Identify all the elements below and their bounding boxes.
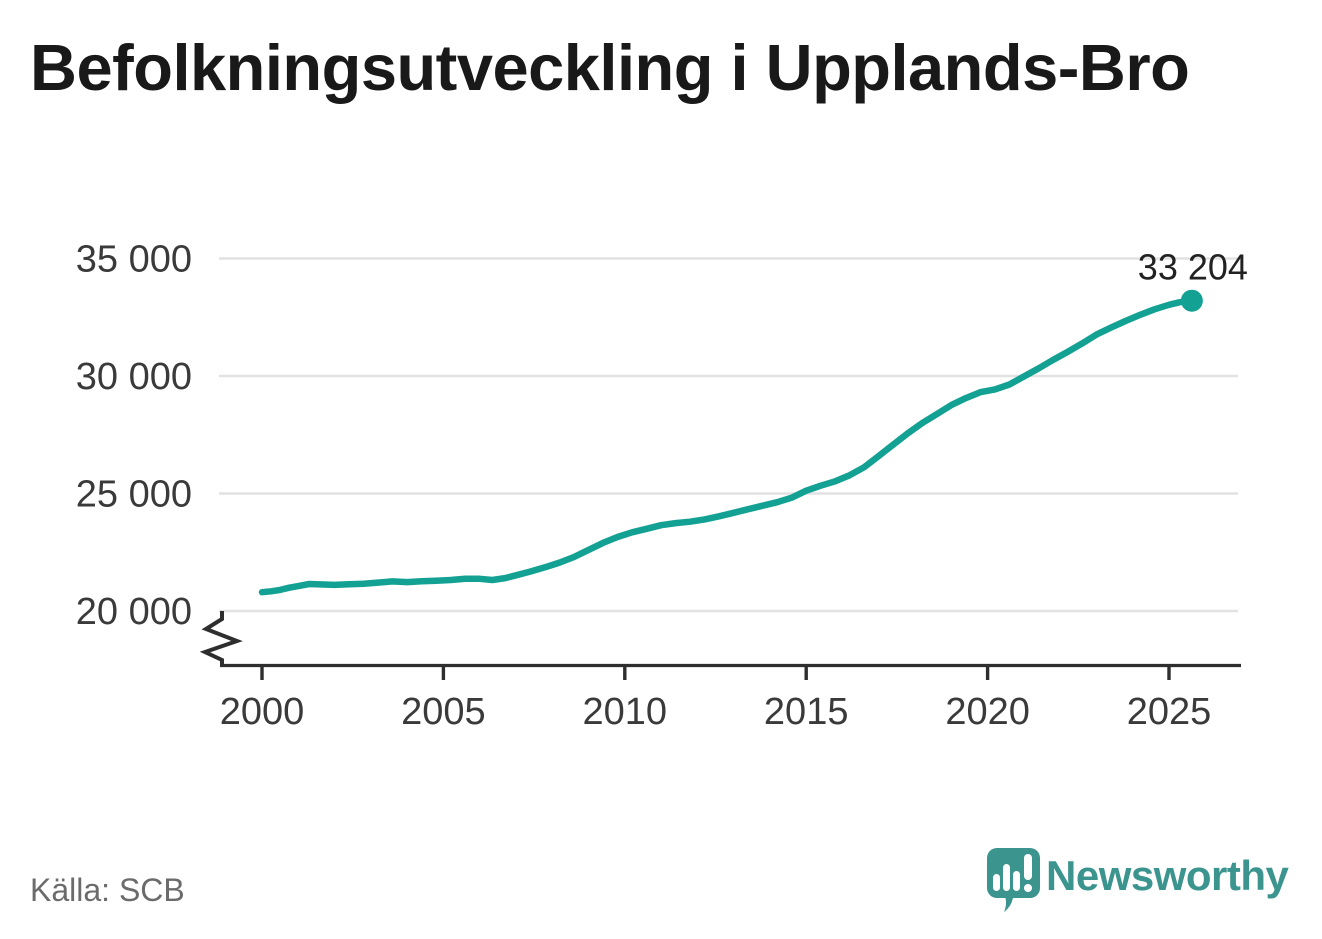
x-axis-label: 2005 xyxy=(401,691,486,733)
y-axis-label: 25 000 xyxy=(76,474,192,516)
exclamation-dot xyxy=(1024,884,1032,892)
x-axis-label: 2000 xyxy=(220,691,305,733)
y-axis-labels: 20 000 25 000 30 000 35 000 xyxy=(76,239,192,634)
x-axis-label: 2025 xyxy=(1127,691,1212,733)
exclamation-glyph xyxy=(1024,854,1032,892)
y-axis-break-icon xyxy=(199,611,243,665)
axis-layer xyxy=(199,611,1241,680)
x-axis-label: 2010 xyxy=(583,691,668,733)
y-axis-label: 35 000 xyxy=(76,239,192,281)
newsworthy-logo-icon xyxy=(987,848,1040,912)
newsworthy-logo: Newsworthy xyxy=(984,845,1304,925)
bar-2 xyxy=(1003,864,1010,891)
latest-value-label: 33 204 xyxy=(1138,247,1248,288)
latest-point-marker xyxy=(1180,289,1203,312)
y-axis-label: 20 000 xyxy=(76,591,192,633)
gridlines-layer xyxy=(219,257,1238,613)
bar-1 xyxy=(993,874,1000,891)
x-axis-labels: 2000 2005 2010 2015 2020 2025 xyxy=(220,691,1212,733)
chart-title: Befolkningsutveckling i Upplands-Bro xyxy=(30,31,1190,104)
x-axis-label: 2015 xyxy=(764,691,849,733)
series-layer: 33 204 xyxy=(258,247,1248,596)
population-line xyxy=(258,297,1196,596)
bar-3 xyxy=(1013,871,1020,891)
y-axis-label: 30 000 xyxy=(76,356,192,398)
bar-chart-glyph xyxy=(993,864,1020,891)
x-axis-label: 2020 xyxy=(945,691,1030,733)
source-label: Källa: SCB xyxy=(30,872,185,908)
exclamation-bar xyxy=(1024,854,1032,880)
newsworthy-wordmark: Newsworthy xyxy=(1046,852,1289,899)
